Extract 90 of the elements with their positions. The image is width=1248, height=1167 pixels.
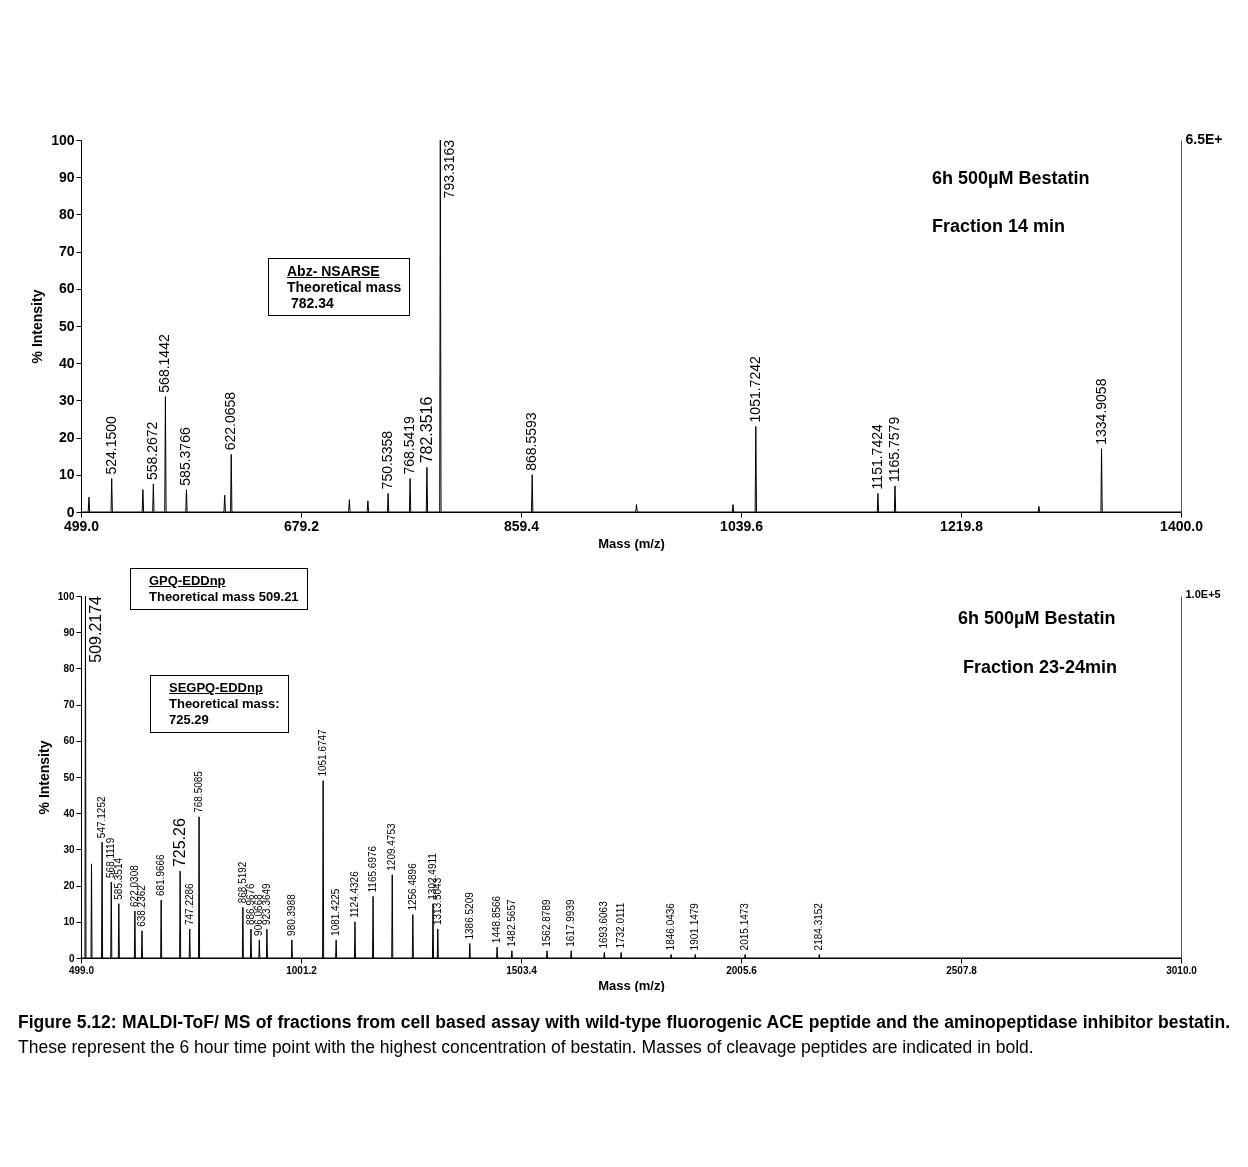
annotation: 1386.5209 <box>463 891 475 940</box>
annotation: 1846.0436 <box>665 902 677 951</box>
y-tick-label: 60 <box>58 280 75 297</box>
annotation: 558.2672 <box>144 421 161 481</box>
annotation: 1732.0111 <box>615 902 627 949</box>
annotation: 747.2286 <box>183 882 195 926</box>
annotation: 1901.1479 <box>689 902 701 951</box>
y-tick-label: 10 <box>58 466 75 483</box>
note-box: Abz- NSARSE Theoretical mass 782.34 <box>268 258 411 316</box>
y-tick-label: 30 <box>58 391 75 408</box>
y-tick-label: 100 <box>51 131 75 148</box>
annotation: Fraction 14 min <box>932 216 1066 237</box>
y-tick-label: 90 <box>63 626 75 638</box>
annotation: Abz- NSARSE Theoretical mass 782.34 <box>287 263 402 311</box>
annotation: 782.3516 <box>417 396 435 464</box>
annotation: 547.1252 <box>96 796 108 839</box>
annotation: 585.3766 <box>177 427 194 486</box>
y-tick-label: 50 <box>63 771 75 783</box>
annotation: SEGPQ-EDDnp Theoretical mass: 725.29 <box>169 680 280 728</box>
caption: Figure 5.12: MALDI-ToF/ MS of fractions from cell based assay with wild-type fluorogenic ACE peptide and the aminopeptidase inhibitor bestatin. <box>18 1012 1230 1032</box>
y-tick-label: 40 <box>63 807 75 819</box>
y-tick-label: 30 <box>63 843 75 855</box>
annotation: 1209.4753 <box>386 823 398 871</box>
annotation: 1617.9939 <box>565 899 577 947</box>
annotation: 6h 500µM Bestatin <box>932 168 1090 189</box>
x-tick-label: 1219.8 <box>940 517 984 534</box>
x-tick-label: 1001.2 <box>286 964 318 976</box>
x-axis-title: Mass (m/z) <box>598 535 665 551</box>
annotation: 768.5085 <box>193 770 205 813</box>
x-tick-label: 1503.4 <box>506 964 538 976</box>
annotation: 868.5593 <box>523 412 540 471</box>
x-tick-label: 3010.0 <box>1166 964 1198 976</box>
annotation: 793.3163 <box>441 139 458 199</box>
x-tick-label: 1400.0 <box>1160 517 1204 534</box>
annotation: 1051.6747 <box>317 728 329 777</box>
x-tick-label: 2005.6 <box>726 964 758 976</box>
x-tick-label: 2507.8 <box>946 964 978 976</box>
y-tick-label: 80 <box>63 662 75 674</box>
annotation: 1165.6976 <box>367 845 379 893</box>
y-tick-label: 60 <box>63 735 75 747</box>
annotation: 1562.8789 <box>541 899 553 947</box>
annotation: 1693.6063 <box>598 900 610 949</box>
annotation: 622.0658 <box>222 391 239 451</box>
annotation: 1151.7424 <box>868 424 885 490</box>
y-axis-title: % Intensity <box>35 740 52 815</box>
annotation: 980.3988 <box>285 893 297 936</box>
y-tick-label: 40 <box>58 354 75 371</box>
annotation: 1448.8566 <box>491 895 503 944</box>
annotation: GPQ-EDDnp Theoretical mass 509.21 <box>149 573 299 605</box>
note-box: GPQ-EDDnp Theoretical mass 509.21 <box>130 568 308 610</box>
annotation: 725.26 <box>171 818 189 868</box>
y-tick-label: 20 <box>63 880 75 892</box>
note-box: SEGPQ-EDDnp Theoretical mass: 725.29 <box>150 675 289 733</box>
y-tick-label: 10 <box>63 916 75 928</box>
x-axis-title: Mass (m/z) <box>598 977 665 993</box>
annotation: 568.1442 <box>156 334 173 393</box>
annotation: 1482.5657 <box>505 899 517 947</box>
y-tick-label: 0 <box>66 503 75 520</box>
annotation: 6h 500µM Bestatin <box>958 608 1116 629</box>
annotation: 509.2174 <box>87 595 105 663</box>
x-tick-label: 679.2 <box>283 517 320 534</box>
y-tick-label: 50 <box>58 317 75 334</box>
y-tick-label: 100 <box>57 590 75 602</box>
y-tick-label: 70 <box>58 243 75 260</box>
annotation: Fraction 23-24min <box>963 657 1118 678</box>
annotation: 681.9666 <box>155 853 167 897</box>
text: 1.0E+5 <box>1185 587 1221 600</box>
annotation: 2184.3152 <box>813 902 825 951</box>
y-tick-label: 70 <box>63 699 75 711</box>
annotation: 768.5419 <box>401 415 418 475</box>
x-tick-label: 859.4 <box>503 517 540 534</box>
y-axis-title: % Intensity <box>29 289 46 364</box>
annotation: 1051.7242 <box>746 356 763 423</box>
y-tick-label: 80 <box>58 205 75 222</box>
annotation: 1081.4225 <box>330 888 342 936</box>
annotation: 524.1500 <box>102 415 119 475</box>
text: These represent the 6 hour time point with the highest concentration of bestatin. Masses of cleavage peptides are indicated in bold. <box>18 1037 1034 1057</box>
annotation: 750.5358 <box>379 430 396 490</box>
annotation: 2015.1473 <box>739 902 751 951</box>
annotation: 1165.7579 <box>886 416 903 482</box>
annotation: 1334.9058 <box>1092 378 1109 445</box>
y-tick-label: 90 <box>58 168 75 185</box>
y-tick-label: 0 <box>68 952 75 964</box>
x-tick-label: 499.0 <box>68 964 95 976</box>
annotation: 1124.4326 <box>348 870 360 918</box>
text: 6.5E+ <box>1185 130 1223 147</box>
x-tick-label: 1039.6 <box>720 517 764 534</box>
annotation: 1256.4896 <box>406 862 418 911</box>
y-tick-label: 20 <box>58 429 75 446</box>
x-tick-label: 499.0 <box>63 517 100 534</box>
